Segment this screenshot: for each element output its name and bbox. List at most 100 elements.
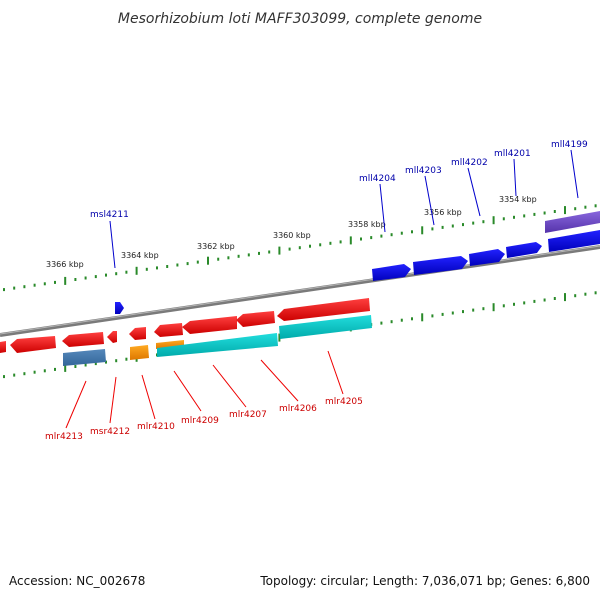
gene-label-mll4204[interactable]: mll4204 bbox=[359, 174, 396, 184]
minor-tick bbox=[54, 280, 56, 284]
callout-line bbox=[260, 359, 299, 402]
gene-labels-top: msl4211 mll4204 mll4203 mll4202 mll4201 … bbox=[90, 140, 588, 220]
minor-tick bbox=[74, 278, 77, 281]
minor-tick bbox=[247, 253, 250, 257]
minor-tick bbox=[125, 270, 128, 274]
minor-tick bbox=[268, 250, 271, 254]
minor-tick bbox=[390, 233, 393, 237]
minor-tick bbox=[513, 215, 515, 219]
minor-tick bbox=[74, 365, 77, 368]
major-tick bbox=[492, 303, 495, 312]
minor-tick bbox=[400, 318, 403, 322]
gene-label-mll4202[interactable]: mll4202 bbox=[451, 158, 488, 168]
minor-tick bbox=[451, 311, 454, 315]
gene-arrow-mlr4209[interactable] bbox=[154, 323, 183, 337]
genome-backbone bbox=[0, 245, 600, 337]
gene-arrow-left-edge[interactable] bbox=[0, 341, 6, 353]
gene-arrow-mlr4210[interactable] bbox=[129, 327, 146, 340]
major-tick bbox=[64, 363, 67, 372]
minor-tick bbox=[411, 317, 413, 321]
minor-tick bbox=[462, 310, 464, 314]
minor-tick bbox=[553, 210, 556, 213]
gene-label-mll4203[interactable]: mll4203 bbox=[405, 166, 442, 176]
gene-arrow-mlr4213[interactable] bbox=[10, 336, 56, 353]
minor-tick bbox=[258, 251, 260, 255]
minor-tick bbox=[594, 204, 597, 208]
minor-tick bbox=[533, 299, 536, 303]
minor-tick bbox=[125, 357, 128, 361]
major-tick bbox=[135, 266, 138, 275]
minor-tick bbox=[553, 297, 556, 300]
gene-arrow-red-b[interactable] bbox=[62, 332, 104, 347]
gene-label-mlr4207[interactable]: mlr4207 bbox=[229, 410, 267, 420]
gene-arrow-red-e[interactable] bbox=[182, 316, 237, 334]
minor-tick bbox=[33, 370, 36, 374]
minor-tick bbox=[176, 263, 179, 267]
minor-tick bbox=[13, 286, 16, 290]
major-tick bbox=[349, 236, 352, 245]
minor-tick bbox=[523, 301, 526, 305]
callout-line bbox=[570, 149, 579, 199]
map-title: Mesorhizobium loti MAFF303099, complete … bbox=[118, 11, 482, 27]
minor-tick bbox=[13, 373, 16, 377]
minor-tick bbox=[309, 244, 311, 248]
gene-arrow-mlr4206[interactable] bbox=[277, 298, 370, 321]
minor-tick bbox=[462, 223, 464, 227]
callout-line bbox=[109, 220, 116, 269]
gene-arrow-mll4199[interactable] bbox=[548, 230, 600, 252]
gene-label-mlr4213[interactable]: mlr4213 bbox=[45, 432, 83, 442]
callout-lines-bottom bbox=[65, 350, 344, 429]
minor-tick bbox=[94, 275, 97, 279]
gene-labels-bottom: mlr4213 msr4212 mlr4210 mlr4209 mlr4207 … bbox=[45, 397, 363, 442]
genome-summary-text: Topology: circular; Length: 7,036,071 bp… bbox=[260, 574, 590, 588]
minor-tick bbox=[502, 304, 505, 308]
gene-arrow-mll4202[interactable] bbox=[469, 249, 505, 266]
gene-arrow-mlr4207[interactable] bbox=[236, 311, 275, 327]
minor-tick bbox=[451, 224, 454, 228]
gene-label-mlr4205[interactable]: mlr4205 bbox=[325, 397, 363, 407]
minor-tick bbox=[584, 205, 587, 209]
gene-arrow-mll4203[interactable] bbox=[413, 256, 468, 275]
gene-label-mll4201[interactable]: mll4201 bbox=[494, 149, 531, 159]
gene-label-mll4199[interactable]: mll4199 bbox=[551, 140, 588, 150]
scale-label: 3362 kbp bbox=[197, 242, 235, 251]
minor-tick bbox=[54, 367, 56, 371]
callout-line bbox=[513, 158, 517, 197]
minor-tick bbox=[84, 363, 87, 367]
minor-tick bbox=[145, 267, 148, 271]
minor-tick bbox=[482, 220, 485, 224]
callout-lines-top bbox=[109, 149, 579, 269]
minor-tick bbox=[196, 260, 199, 264]
major-tick bbox=[564, 293, 566, 302]
cds-block-mlr4213[interactable] bbox=[63, 349, 106, 366]
gene-arrow-mll4204[interactable] bbox=[372, 264, 411, 281]
minor-tick bbox=[380, 321, 383, 325]
gene-label-mlr4209[interactable]: mlr4209 bbox=[181, 416, 219, 426]
minor-tick bbox=[574, 207, 577, 211]
major-tick bbox=[421, 313, 424, 322]
cds-block-mlr4207[interactable] bbox=[157, 333, 278, 357]
callout-line bbox=[173, 370, 202, 412]
scale-label: 3356 kbp bbox=[424, 208, 462, 217]
callout-line bbox=[109, 376, 117, 424]
gene-label-mlr4206[interactable]: mlr4206 bbox=[279, 404, 317, 414]
minor-tick bbox=[411, 230, 413, 234]
cds-block-mlr4210[interactable] bbox=[130, 345, 149, 360]
gene-arrow-msr4212[interactable] bbox=[107, 331, 117, 343]
gene-label-mlr4210[interactable]: mlr4210 bbox=[137, 422, 175, 432]
gene-label-msr4212[interactable]: msr4212 bbox=[90, 427, 130, 437]
minor-tick bbox=[472, 221, 475, 225]
minor-tick bbox=[115, 272, 118, 276]
minor-tick bbox=[105, 360, 107, 364]
cds-block-mlr4205[interactable] bbox=[279, 315, 372, 339]
scale-label: 3364 kbp bbox=[121, 251, 159, 260]
minor-tick bbox=[523, 214, 526, 218]
gene-arrow-msl4211[interactable] bbox=[115, 302, 124, 314]
gene-label-msl4211[interactable]: msl4211 bbox=[90, 210, 129, 220]
minor-tick bbox=[533, 212, 536, 216]
minor-tick bbox=[298, 246, 301, 250]
minor-tick bbox=[319, 243, 322, 247]
minor-tick bbox=[482, 307, 485, 311]
cds-block-mll4199[interactable] bbox=[545, 211, 600, 233]
gene-arrow-mll4201[interactable] bbox=[506, 242, 542, 258]
